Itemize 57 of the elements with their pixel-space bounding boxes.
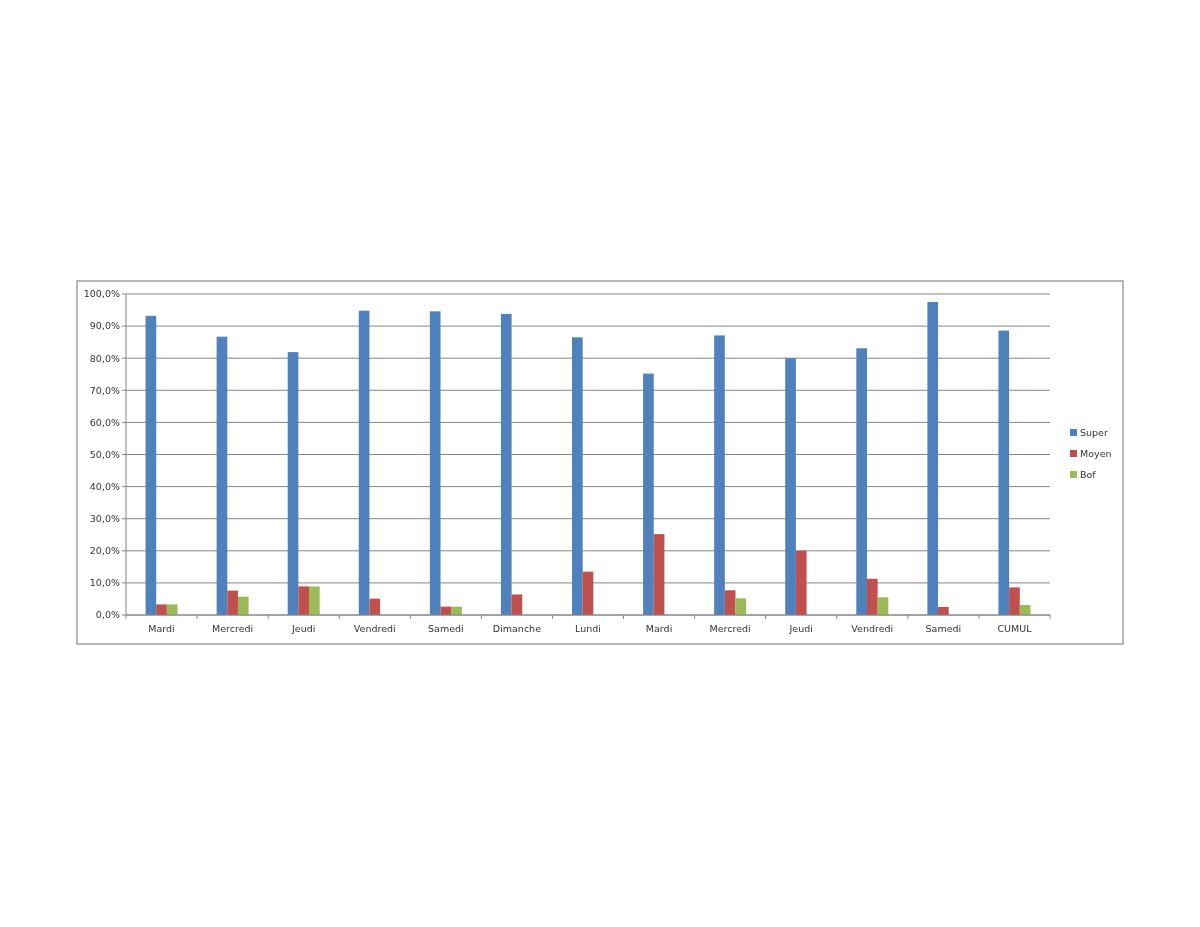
bar [582,571,594,615]
bar [287,352,299,615]
x-tick-label: Samedi [428,623,464,634]
y-tick-label: 50,0% [89,448,120,460]
bar [237,596,249,615]
bar [156,604,167,615]
bar [511,594,523,615]
y-tick-label: 40,0% [89,480,120,492]
bar [298,586,310,615]
bar [572,337,583,615]
legend-label: Bof [1080,469,1097,481]
bar [856,348,867,615]
x-tick-label: Lundi [575,623,601,634]
bar [785,358,796,615]
x-tick-label: Mardi [148,623,175,634]
bar [309,586,320,615]
y-tick-label: 90,0% [89,320,120,332]
x-tick-label: Jeudi [788,623,813,634]
x-tick-label: Jeudi [291,623,316,634]
x-tick-label: Dimanche [492,623,542,634]
bar [877,597,889,615]
bar [938,606,949,615]
x-tick-label: Mercredi [212,623,254,634]
bar [166,604,178,615]
bar [795,550,807,615]
x-tick-label: Mercredi [709,623,751,634]
bar [866,578,878,615]
x-tick-label: CUMUL [997,623,1033,634]
y-tick-label: 80,0% [89,352,120,364]
bar [653,534,665,615]
bar [1009,587,1020,615]
bar [927,302,939,615]
bar [998,330,1010,615]
x-tick-label: Mardi [645,623,673,634]
x-tick-label: Vendredi [851,623,894,634]
bar [227,590,238,615]
bar [145,315,157,615]
y-tick-label: 0,0% [95,609,120,621]
y-tick-label: 20,0% [89,545,120,557]
bar [735,598,747,615]
bar [429,311,441,615]
bar [643,373,654,615]
y-tick-label: 30,0% [89,513,120,525]
y-tick-label: 70,0% [89,384,120,396]
bar [369,598,381,615]
bar [358,310,370,615]
bar [724,590,736,615]
bar [216,336,228,615]
y-tick-label: 10,0% [89,577,120,589]
y-tick-label: 100,0% [83,288,120,300]
y-tick-label: 60,0% [89,416,120,428]
legend-label: Moyen [1080,448,1112,460]
legend-label: Super [1080,427,1108,439]
x-tick-label: Vendredi [353,623,396,634]
x-tick-label: Samedi [925,623,962,634]
bar [500,313,512,615]
bar [714,335,725,615]
